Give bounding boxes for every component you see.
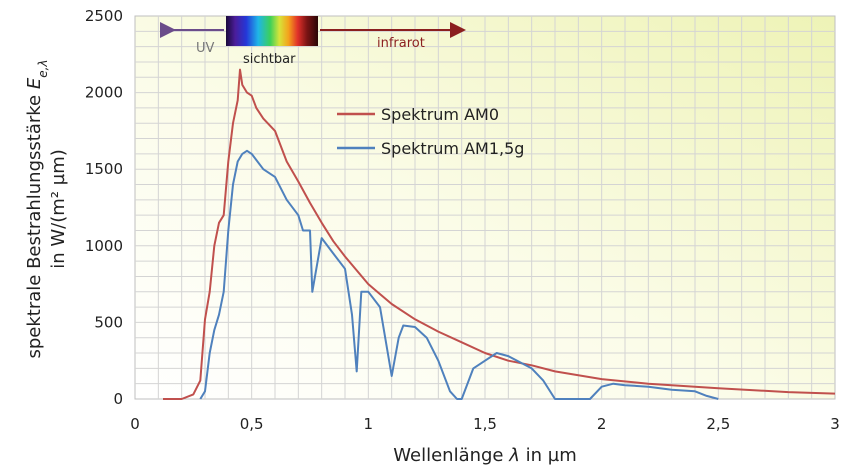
legend: Spektrum AM0 Spektrum AM1,5g (337, 105, 524, 158)
y-axis-title-line2: in W/(m² µm) (48, 149, 69, 269)
x-tick-label: 2,5 (706, 415, 730, 433)
series-layer (163, 68, 836, 400)
legend-label-am0: Spektrum AM0 (381, 105, 499, 124)
infrared-label: infrarot (377, 36, 425, 51)
y-tick-label: 2500 (85, 7, 123, 25)
x-tick-label: 3 (830, 415, 840, 433)
uv-label: UV (196, 41, 215, 56)
y-axis-ticks: 0 500 1000 1500 2000 2500 (85, 7, 123, 408)
visible-label: sichtbar (243, 52, 296, 67)
x-tick-label: 2 (597, 415, 607, 433)
y-tick-label: 2000 (85, 84, 123, 102)
x-axis-title: Wellenlänge λ in µm (393, 445, 576, 466)
y-axis-title-line1: spektrale Bestrahlungsstärke Ee,λ (24, 59, 50, 358)
x-tick-label: 0,5 (240, 415, 264, 433)
y-tick-label: 1500 (85, 160, 123, 178)
y-tick-label: 1000 (85, 237, 123, 255)
x-tick-label: 1 (364, 415, 374, 433)
grid-lines (135, 16, 835, 399)
series-line-am15 (199, 149, 719, 400)
legend-label-am15: Spektrum AM1,5g (381, 139, 524, 158)
spectrum-annotation: UV sichtbar infrarot (160, 16, 466, 67)
y-tick-label: 0 (113, 390, 123, 408)
x-tick-label: 0 (130, 415, 140, 433)
x-tick-label: 1,5 (473, 415, 497, 433)
visible-spectrum-bar (226, 16, 318, 46)
y-tick-label: 500 (94, 313, 123, 331)
x-axis-ticks: 0 0,5 1 1,5 2 2,5 3 (130, 415, 840, 433)
